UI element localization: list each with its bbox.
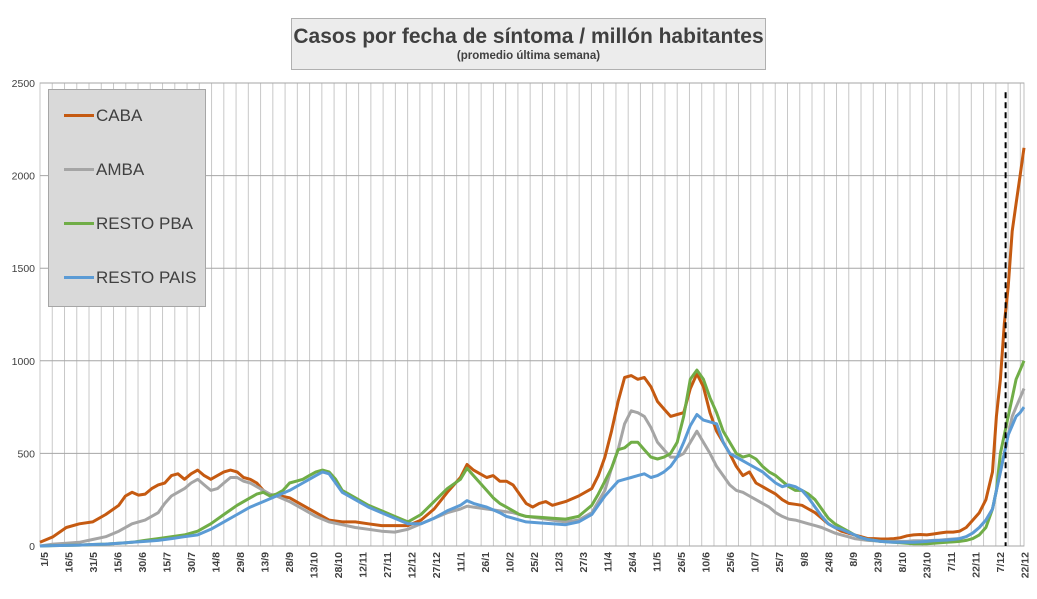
x-tick-label: 10/7 [750, 552, 762, 573]
x-tick-label: 31/5 [88, 552, 100, 573]
x-tick-label: 11/1 [456, 552, 468, 572]
x-tick-label: 12/12 [407, 552, 419, 578]
series-line-resto-pais [39, 406, 1026, 548]
x-tick-label: 30/7 [186, 552, 198, 573]
x-tick-label: 13/10 [309, 552, 321, 578]
x-tick-label: 9/8 [799, 552, 811, 567]
legend-label-caba: CABA [96, 106, 143, 125]
x-tick-label: 26/5 [676, 552, 688, 573]
legend-item-resto-pais: RESTO PAIS [49, 267, 205, 289]
chart-title-box: Casos por fecha de síntoma / millón habi… [291, 18, 766, 70]
chart-legend: CABA AMBA RESTO PBA RESTO PAIS [48, 89, 206, 307]
x-tick-label: 24/8 [823, 552, 835, 573]
x-tick-label: 29/8 [235, 552, 247, 573]
x-tick-label: 10/2 [505, 552, 517, 573]
x-tick-label: 28/10 [333, 552, 345, 578]
x-tick-label: 16/5 [64, 552, 76, 573]
x-tick-label: 7/12 [995, 552, 1007, 573]
y-tick-label: 2500 [12, 78, 36, 90]
x-tick-label: 11/4 [603, 552, 615, 572]
y-tick-label: 0 [29, 541, 35, 553]
x-tick-label: 28/9 [284, 552, 296, 573]
x-tick-label: 26/4 [627, 552, 639, 573]
x-tick-label: 10/6 [701, 552, 713, 573]
x-tick-label: 30/6 [137, 552, 149, 573]
x-tick-label: 25/6 [725, 552, 737, 573]
x-tick-label: 15/6 [113, 552, 125, 573]
x-tick-label: 14/8 [211, 552, 223, 573]
x-tick-label: 22/12 [1019, 552, 1031, 578]
legend-item-resto-pba: RESTO PBA [49, 213, 205, 235]
x-tick-label: 25/2 [529, 552, 541, 573]
x-tick-label: 15/7 [162, 552, 174, 573]
x-tick-label: 11/5 [652, 552, 664, 572]
legend-label-resto-pais: RESTO PAIS [96, 268, 197, 287]
y-tick-label: 500 [17, 448, 35, 460]
x-tick-label: 13/9 [260, 552, 272, 573]
x-tick-label: 12/3 [554, 552, 566, 573]
legend-label-resto-pba: RESTO PBA [96, 214, 193, 233]
legend-label-amba: AMBA [96, 160, 145, 179]
x-tick-label: 26/1 [480, 552, 492, 573]
x-tick-label: 1/5 [39, 552, 51, 567]
x-tick-label: 8/9 [848, 552, 860, 567]
y-tick-label: 2000 [12, 171, 36, 183]
x-tick-label: 22/11 [970, 552, 982, 578]
y-tick-label: 1500 [12, 263, 36, 275]
legend-item-caba: CABA [49, 105, 205, 127]
x-tick-label: 12/11 [358, 552, 370, 578]
legend-swatch-amba [64, 168, 94, 171]
series-line-caba [39, 147, 1026, 544]
x-tick-label: 27/3 [578, 552, 590, 573]
legend-swatch-caba [64, 114, 94, 117]
x-tick-label: 8/10 [897, 552, 909, 573]
chart-subtitle: (promedio última semana) [456, 50, 601, 62]
x-tick-label: 23/10 [921, 552, 933, 578]
legend-swatch-resto-pba [64, 222, 94, 225]
x-tick-label: 7/11 [946, 552, 958, 572]
x-tick-label: 27/12 [431, 552, 443, 578]
x-tick-label: 25/7 [774, 552, 786, 573]
y-tick-label: 1000 [12, 356, 36, 368]
legend-swatch-resto-pais [64, 276, 94, 279]
legend-item-amba: AMBA [49, 159, 205, 181]
x-tick-label: 23/9 [872, 552, 884, 573]
chart-title: Casos por fecha de síntoma / millón habi… [293, 25, 764, 48]
x-tick-label: 27/11 [382, 552, 394, 578]
